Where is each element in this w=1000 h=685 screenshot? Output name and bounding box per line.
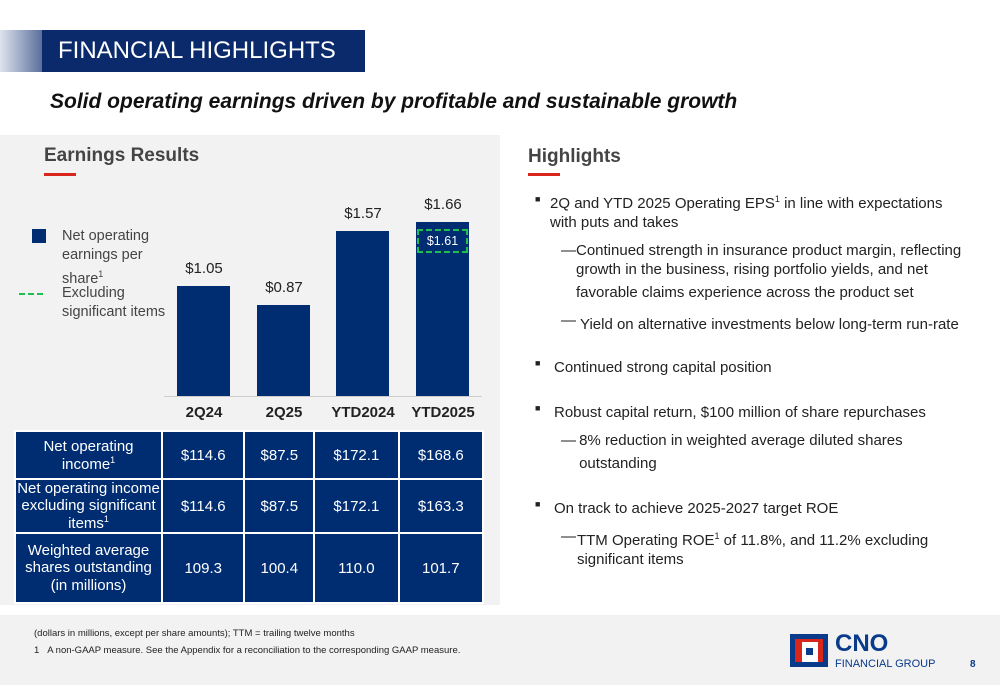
table-cell: $87.5 xyxy=(243,478,316,534)
heading-underline xyxy=(528,173,560,176)
logo-text: CNO xyxy=(835,630,889,657)
highlights-list: ■ 2Q and YTD 2025 Operating EPS1 in line … xyxy=(535,190,965,569)
data-label: $1.05 xyxy=(185,259,223,277)
highlight-item: ■ Continued strong capital position xyxy=(535,354,965,377)
table-cell: 110.0 xyxy=(313,532,400,604)
table-cell: $172.1 xyxy=(313,430,400,480)
heading-underline xyxy=(44,173,76,176)
excluding-items-box: $1.61 xyxy=(417,229,468,253)
highlight-subitem: — TTM Operating ROE1 of 11.8%, and 11.2% … xyxy=(561,528,929,568)
earnings-heading: Earnings Results xyxy=(44,145,200,166)
bullet-icon: ■ xyxy=(535,358,541,368)
highlight-item: ■ On track to achieve 2025-2027 target RO… xyxy=(535,495,965,569)
dash-icon: — xyxy=(561,432,576,449)
bullet-icon: ■ xyxy=(535,499,541,509)
dash-icon: — xyxy=(561,312,576,329)
page-title: FINANCIAL HIGHLIGHTS xyxy=(42,30,365,72)
highlight-subitem: —8% reduction in weighted average dilute… xyxy=(561,432,903,472)
data-label: $1.66 xyxy=(424,196,462,213)
earnings-table: Net operating income1 $114.6 $87.5 $172.1 $1… xyxy=(14,430,485,604)
legend-swatch-excluding xyxy=(19,293,43,295)
footer-note: (dollars in millions, except per share a… xyxy=(34,628,355,639)
table-cell: $168.6 xyxy=(397,430,485,480)
bullet-icon: ■ xyxy=(535,403,541,413)
table-row: Weighted average shares outstanding (in … xyxy=(14,532,485,604)
table-cell: $87.5 xyxy=(243,430,316,480)
x-axis-line xyxy=(164,396,482,397)
table-cell: $114.6 xyxy=(160,478,246,534)
footnote: 1 A non-GAAP measure. See the Appendix f… xyxy=(34,645,461,656)
table-cell: 101.7 xyxy=(397,532,485,604)
category-label: YTD2024 xyxy=(331,404,395,421)
page-subtitle: Solid operating earnings driven by profi… xyxy=(50,90,738,113)
category-label: 2Q24 xyxy=(185,404,223,421)
data-label: $1.57 xyxy=(344,205,382,223)
dash-icon: — xyxy=(561,242,576,259)
legend-label-excluding: Excluding significant items xyxy=(62,285,166,320)
table-cell: 109.3 xyxy=(160,532,246,604)
row-label: Net operating income1 xyxy=(14,430,163,480)
footer xyxy=(0,615,1000,685)
logo-subtext: FINANCIAL GROUP xyxy=(835,658,936,670)
legend-swatch-eps xyxy=(32,229,46,243)
highlight-item: ■ 2Q and YTD 2025 Operating EPS1 in line … xyxy=(535,190,965,334)
legend-label-eps: Net operating earnings per share1 xyxy=(62,228,150,287)
highlight-item: ■ Robust capital return, $100 million of … xyxy=(535,399,965,473)
table-cell: $163.3 xyxy=(397,478,485,534)
table-cell: $114.6 xyxy=(160,430,246,480)
data-label: $0.87 xyxy=(265,278,303,296)
table-row: Net operating income1 $114.6 $87.5 $172.1 $1… xyxy=(14,430,485,480)
dash-icon: — xyxy=(561,528,576,545)
bullet-icon: ■ xyxy=(535,194,541,204)
table-row: Net operating income excluding significa… xyxy=(14,478,485,534)
category-label: YTD2025 xyxy=(411,404,475,421)
bar-YTD2024 xyxy=(336,231,389,396)
highlight-subitem: — Yield on alternative investments below … xyxy=(561,312,959,333)
title-accent-strip xyxy=(0,30,42,72)
table-cell: $172.1 xyxy=(313,478,400,534)
highlight-subitem: — Continued strength in insurance product… xyxy=(561,242,962,301)
bar-2Q25 xyxy=(257,304,310,396)
row-label: Net operating income excluding significa… xyxy=(14,478,163,534)
category-label: 2Q25 xyxy=(265,404,303,421)
logo-mark xyxy=(790,634,828,667)
table-cell: 100.4 xyxy=(243,532,316,604)
row-label: Weighted average shares outstanding (in … xyxy=(14,532,163,604)
highlights-heading: Highlights xyxy=(528,146,621,167)
page-number: 8 xyxy=(970,659,976,670)
bar-2Q24 xyxy=(177,285,230,396)
